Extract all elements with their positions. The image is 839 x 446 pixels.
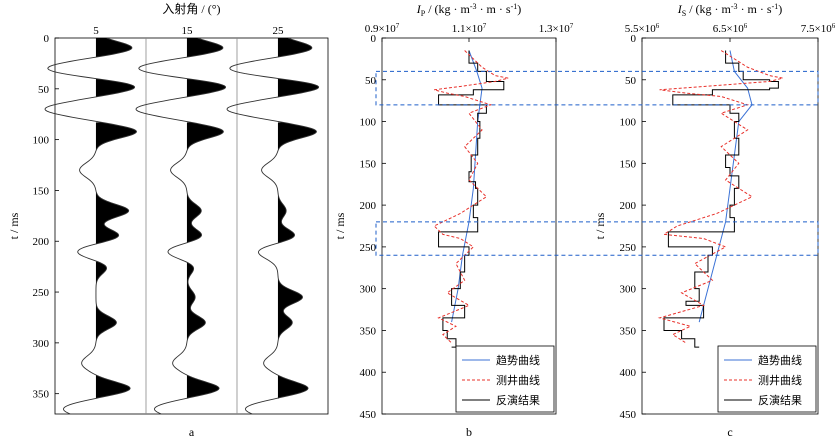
panel-b-series-inv: [438, 50, 505, 348]
trace-angle-label: 5: [93, 25, 99, 37]
x-tick-label: 7.5×106: [801, 22, 836, 35]
wiggle-line-trace-5: [44, 37, 138, 415]
y-tick-label: 150: [620, 158, 637, 170]
highlight-band-0: [375, 70, 819, 106]
panel-label-a: a: [189, 425, 195, 439]
legend-label-inv: 反演结果: [758, 393, 802, 407]
y-axis-label: t / ms: [7, 212, 21, 239]
legend-label-well: 测井曲线: [758, 373, 802, 387]
legend-label-trend: 趋势曲线: [758, 353, 802, 367]
wiggle-fill-trace-25: [277, 38, 319, 399]
y-tick-label: 200: [33, 236, 50, 248]
panel-label-c: c: [727, 425, 732, 439]
y-tick-label: 350: [33, 389, 50, 401]
y-tick-label: 400: [360, 367, 377, 379]
y-tick-label: 350: [360, 325, 377, 337]
wiggle-fill-trace-5: [95, 38, 137, 399]
wiggle-line-trace-15: [135, 37, 227, 415]
y-tick-label: 100: [33, 135, 50, 147]
y-tick-label: 200: [620, 200, 637, 212]
y-tick-label: 50: [625, 75, 637, 87]
y-tick-label: 200: [360, 200, 377, 212]
x-tick-label: 6.5×106: [713, 22, 748, 35]
y-tick-label: 250: [620, 242, 637, 254]
panel-c-series-inv: [663, 50, 779, 348]
legend-label-inv: 反演结果: [496, 393, 540, 407]
wiggle-line-trace-25: [226, 37, 320, 415]
wiggle-fill-trace-15: [186, 38, 226, 399]
x-tick-label: 0.9×107: [365, 22, 400, 35]
trace-angle-label: 25: [272, 25, 284, 37]
y-tick-label: 50: [365, 75, 377, 87]
y-tick-label: 50: [38, 84, 50, 96]
y-tick-label: 250: [33, 287, 50, 299]
panel-a-title: 入射角 / (°): [162, 1, 220, 16]
y-axis-label: t / ms: [333, 212, 347, 239]
y-tick-label: 300: [33, 338, 50, 350]
y-tick-label: 100: [620, 117, 637, 129]
x-tick-label: 5.5×106: [625, 22, 660, 35]
y-tick-label: 0: [631, 33, 637, 45]
y-tick-label: 0: [44, 33, 50, 45]
panel-c-legend-box: [717, 345, 817, 413]
panel-b-series-trend: [451, 50, 483, 323]
highlight-band-1: [375, 221, 819, 256]
y-tick-label: 450: [620, 409, 637, 421]
panel-c-series-trend: [698, 50, 753, 323]
y-tick-label: 150: [33, 185, 50, 197]
panel-c-title: IS / (kg · m-3 · m · s-1): [677, 2, 782, 18]
y-tick-label: 400: [620, 367, 637, 379]
panel-label-b: b: [466, 425, 472, 439]
y-tick-label: 300: [360, 284, 377, 296]
panel-b-legend-box: [455, 345, 555, 413]
panel-b-series-well: [433, 50, 509, 344]
x-tick-label: 1.1×107: [452, 22, 487, 35]
y-tick-label: 450: [360, 409, 377, 421]
y-tick-label: 250: [360, 242, 377, 254]
y-tick-label: 350: [620, 325, 637, 337]
y-tick-label: 0: [371, 33, 377, 45]
panel-b-title: IP / (kg · m-3 · m · s-1): [416, 2, 521, 18]
trace-angle-label: 15: [181, 25, 193, 37]
y-tick-label: 150: [360, 158, 377, 170]
y-tick-label: 300: [620, 284, 637, 296]
y-tick-label: 100: [360, 117, 377, 129]
x-tick-label: 1.3×107: [539, 22, 574, 35]
legend-label-trend: 趋势曲线: [496, 353, 540, 367]
legend-label-well: 测井曲线: [496, 373, 540, 387]
panel-c-series-well: [657, 50, 783, 344]
y-axis-label: t / ms: [593, 212, 607, 239]
